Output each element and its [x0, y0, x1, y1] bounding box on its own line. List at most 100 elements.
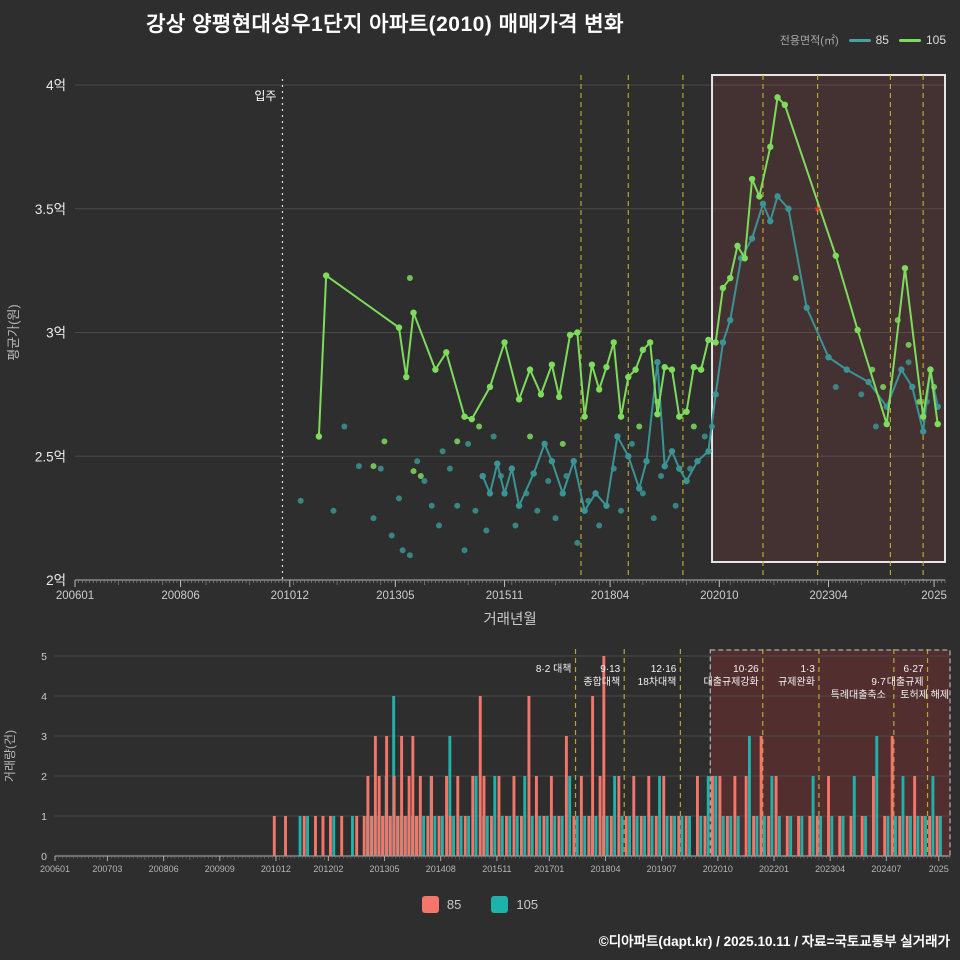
bar-85 — [272, 816, 276, 856]
data-point — [661, 363, 668, 371]
legend-label-85: 85 — [875, 33, 889, 47]
data-point — [610, 339, 617, 346]
data-point — [534, 507, 541, 514]
bar-105 — [706, 776, 710, 856]
bar-105 — [789, 816, 793, 856]
data-point — [636, 485, 643, 492]
bar-85 — [598, 776, 602, 856]
data-point — [486, 383, 494, 391]
bar-85 — [639, 816, 643, 856]
data-point — [581, 507, 588, 514]
data-point — [905, 359, 912, 366]
bar-105 — [762, 816, 766, 856]
volume-legend-label-105: 105 — [516, 897, 539, 912]
bar-85 — [411, 736, 415, 856]
policy-label: 8·2 대책 — [536, 663, 572, 675]
data-point — [632, 366, 639, 373]
bar-105 — [575, 816, 579, 856]
x-tick-label: 200601 — [56, 590, 94, 602]
data-point — [712, 391, 719, 398]
x-tick-label: 201012 — [271, 590, 309, 602]
volume-legend: 85 105 — [0, 896, 960, 913]
bar-105 — [721, 816, 725, 856]
data-point — [483, 527, 490, 534]
data-point — [734, 242, 741, 250]
data-point — [432, 366, 439, 373]
bar-105 — [819, 816, 823, 856]
data-point — [854, 326, 861, 334]
bar-85 — [587, 816, 591, 856]
x-tick-label: 201511 — [486, 590, 524, 602]
bar-105 — [901, 776, 905, 856]
y-axis-title: 거래량(건) — [3, 730, 17, 782]
bar-85 — [905, 816, 909, 856]
data-point — [727, 274, 734, 282]
x-tick-label: 202304 — [809, 590, 848, 602]
bar-105 — [830, 816, 834, 856]
bar-85 — [482, 776, 486, 856]
data-point — [603, 502, 610, 509]
bar-85 — [505, 816, 508, 856]
bar-85 — [370, 816, 374, 856]
policy-label: 규제완화 — [778, 676, 815, 688]
data-point — [414, 458, 421, 465]
data-point — [395, 324, 403, 331]
bar-105 — [736, 816, 740, 856]
bar-105 — [508, 816, 512, 856]
bar-105 — [474, 776, 478, 856]
data-point — [676, 465, 683, 472]
bar-85 — [403, 816, 407, 856]
bar-85 — [759, 736, 763, 856]
y-tick-label: 2억 — [46, 573, 66, 588]
bar-105 — [755, 816, 759, 856]
legend-item-85[interactable]: 85 — [848, 33, 889, 47]
data-point — [297, 497, 304, 504]
policy-label: 12·16 — [651, 664, 677, 675]
data-point — [315, 433, 323, 440]
bar-85 — [654, 816, 658, 856]
legend-item-105[interactable]: 105 — [898, 33, 946, 47]
data-point — [515, 396, 523, 403]
policy-label: 9·7 — [871, 677, 886, 688]
bar-85 — [785, 816, 789, 856]
data-point — [858, 391, 865, 398]
data-point — [741, 255, 748, 262]
bar-85 — [430, 776, 434, 856]
data-point — [322, 272, 330, 279]
x-tick-label: 200806 — [161, 590, 199, 602]
data-point — [370, 463, 377, 470]
data-point — [668, 448, 676, 455]
data-point — [927, 366, 934, 373]
highlight-box — [711, 74, 947, 563]
policy-label: 대출규제강화 — [704, 676, 759, 688]
data-point — [792, 275, 799, 282]
bar-85 — [632, 776, 636, 856]
bar-85 — [377, 776, 381, 856]
x-tick-label: 201305 — [370, 864, 400, 874]
volume-legend-item-85[interactable]: 85 — [421, 896, 461, 913]
bar-85 — [920, 816, 924, 856]
data-point — [767, 217, 774, 225]
bar-85 — [591, 696, 595, 856]
data-point — [676, 413, 683, 420]
bar-105 — [467, 816, 471, 856]
y-tick-label: 3.5억 — [35, 202, 66, 217]
bar-85 — [898, 816, 902, 856]
swatch-105-icon — [491, 896, 509, 913]
bar-105 — [306, 816, 309, 856]
policy-label: 9·13 — [600, 664, 620, 675]
bar-105 — [680, 816, 684, 856]
data-point — [443, 349, 450, 356]
data-point — [559, 490, 566, 497]
x-tick-label: 201305 — [376, 590, 414, 602]
y-tick-label: 2 — [41, 771, 47, 783]
data-point — [406, 552, 413, 559]
bar-105 — [628, 816, 632, 856]
x-tick-label: 2025 — [929, 864, 949, 874]
footer-credit: ©디아파트(dapt.kr) / 2025.10.11 / 자료=국토교통부 실… — [598, 934, 950, 949]
data-point — [588, 361, 596, 368]
bar-105 — [568, 776, 572, 856]
bar-105 — [714, 776, 718, 856]
volume-legend-item-105[interactable]: 105 — [491, 896, 538, 913]
swatch-85-icon — [421, 896, 439, 913]
